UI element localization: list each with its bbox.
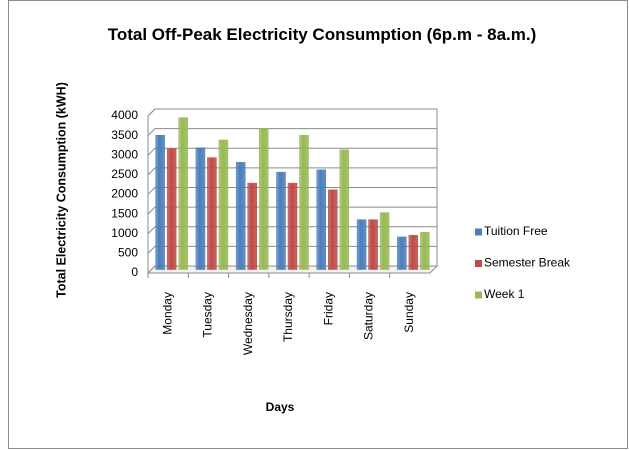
bar xyxy=(195,147,206,270)
bar xyxy=(328,189,338,270)
bar xyxy=(408,235,419,270)
y-tick-label: 0 xyxy=(131,265,138,279)
legend-swatch xyxy=(475,291,482,299)
legend-swatch xyxy=(475,228,482,236)
y-tick-label: 3000 xyxy=(111,147,138,161)
x-tick-label: Tuesday xyxy=(201,292,215,338)
bar xyxy=(397,236,407,270)
bar xyxy=(379,212,390,270)
y-tick-label: 1500 xyxy=(111,206,138,220)
x-tick-label: Thursday xyxy=(281,292,295,342)
x-tick-label: Monday xyxy=(160,292,174,335)
grid-line xyxy=(147,128,437,136)
legend-swatch xyxy=(475,260,482,267)
chart-border xyxy=(8,0,628,449)
bar xyxy=(235,162,246,270)
legend-label: Week 1 xyxy=(484,287,525,301)
bar xyxy=(258,127,269,270)
grid-line xyxy=(147,147,437,156)
bar xyxy=(339,149,350,270)
x-tick-label: Friday xyxy=(321,292,335,325)
bar xyxy=(316,169,327,270)
bar xyxy=(218,139,229,270)
bar xyxy=(299,135,309,270)
bar xyxy=(166,148,177,270)
y-tick-label: 2500 xyxy=(111,167,138,181)
bar xyxy=(368,219,378,270)
bar xyxy=(178,117,188,270)
x-axis-label: Days xyxy=(266,400,295,414)
bar xyxy=(287,182,298,270)
bar xyxy=(420,231,430,270)
grid-line xyxy=(147,108,437,117)
y-tick-label: 1000 xyxy=(111,226,138,240)
y-tick-label: 4000 xyxy=(111,108,138,122)
bar xyxy=(356,219,367,270)
chart-title: Total Off-Peak Electricity Consumption (… xyxy=(107,25,537,44)
x-tick-label: Wednesday xyxy=(241,292,255,355)
legend-label: Tuition Free xyxy=(484,224,548,238)
y-tick-label: 2000 xyxy=(111,187,138,201)
bar xyxy=(207,157,217,270)
y-tick-label: 500 xyxy=(118,246,138,260)
y-tick-label: 3500 xyxy=(111,128,138,142)
bar xyxy=(276,171,286,270)
x-tick-label: Sunday xyxy=(402,292,416,333)
y-axis-label: Total Electricity Consumption (kWH) xyxy=(54,82,68,298)
bar xyxy=(247,182,257,270)
legend-label: Semester Break xyxy=(484,256,571,270)
bar xyxy=(155,135,165,270)
x-tick-label: Saturday xyxy=(362,292,376,340)
